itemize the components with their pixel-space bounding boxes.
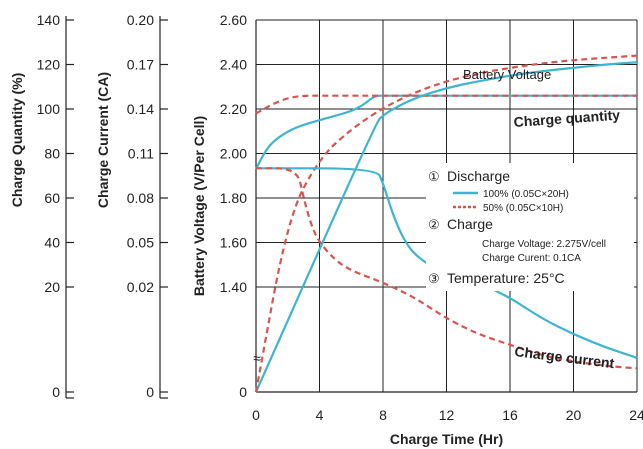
y-tick-label: 2.20 [220,101,247,117]
left-axis-tick-label: 40 [44,235,60,251]
series-line-quantity-solid [254,61,638,393]
legend-charge-current: Charge Curent: 0.1CA [482,253,581,264]
left-axis-tick-label: 60 [44,190,60,206]
y-tick-label: 0 [239,384,247,400]
x-axis-title: Charge Time (Hr) [390,431,503,447]
curve-label-quantity: Charge quantity [513,107,621,130]
y-tick-label: 1.60 [220,235,247,251]
labels: 0 4 8 12 16 20 24 Charge Time (Hr) 2.60 2.40 2.20 2… [9,12,643,447]
left-axis-tick-label: 80 [44,146,60,162]
x-tick-label: 16 [502,407,518,423]
legend-discharge-title: Discharge [447,168,510,184]
left-axis-tick-label: 120 [37,57,61,73]
y-tick-label: 2.00 [220,146,247,162]
left-axis-title: Charge Quantity (%) [9,73,25,208]
x-tick-label: 0 [252,407,260,423]
legend-charge-voltage: Charge Voltage: 2.275V/cell [482,239,606,250]
legend-marker-discharge: ① [428,169,440,184]
x-tick-label: 4 [316,407,324,423]
left-axis-tick-label: 100 [37,101,61,117]
y-tick-label: 1.40 [220,279,247,295]
y-tick-label: 1.80 [220,190,247,206]
y-tick-label: 2.40 [220,57,247,73]
curve-label-voltage: Battery Voltage [463,67,551,82]
curve-label-current: Charge current [514,343,616,371]
left-axis-tick-label: 0.02 [127,279,154,295]
left-axis-title: Charge Current (CA) [95,72,111,208]
axes [65,16,637,399]
axis-break-symbol: ≈ [253,350,261,366]
x-tick-label: 24 [629,407,643,423]
x-tick-label: 20 [566,407,582,423]
left-axis-tick-label: 140 [37,12,61,28]
left-axis-tick-label: 0 [52,384,60,400]
series-line-current-dashed [256,167,638,370]
left-axis-tick-label: 0.05 [127,235,154,251]
left-axis-tick-label: 0.14 [127,101,154,117]
legend-charge-title: Charge [447,216,493,232]
y-tick-label: 2.60 [220,12,247,28]
left-axis-tick-label: 0.20 [127,12,154,28]
x-tick-label: 12 [439,407,455,423]
legend-temperature: Temperature: 25°C [447,270,565,286]
left-axis-tick-label: 0.11 [128,146,154,162]
legend-entry-label: 50% (0.05C×10H) [483,203,563,214]
legend-marker-charge: ② [428,217,440,232]
series-line-voltage-dashed [255,94,639,115]
left-axis-tick-label: 0 [146,384,154,400]
legend-box [426,163,634,291]
left-axis-tick-label: 0.17 [127,57,154,73]
legend-marker-temperature: ③ [428,271,440,286]
left-axis-tick-label: 0.08 [127,190,154,206]
y-axis-title: Battery Voltage (V/Per Cell) [191,116,207,296]
series-line-quantity-dashed [254,54,638,393]
left-axis-tick-label: 20 [44,279,60,295]
legend-entry-label: 100% (0.05C×20H) [483,189,569,200]
x-tick-label: 8 [379,407,387,423]
